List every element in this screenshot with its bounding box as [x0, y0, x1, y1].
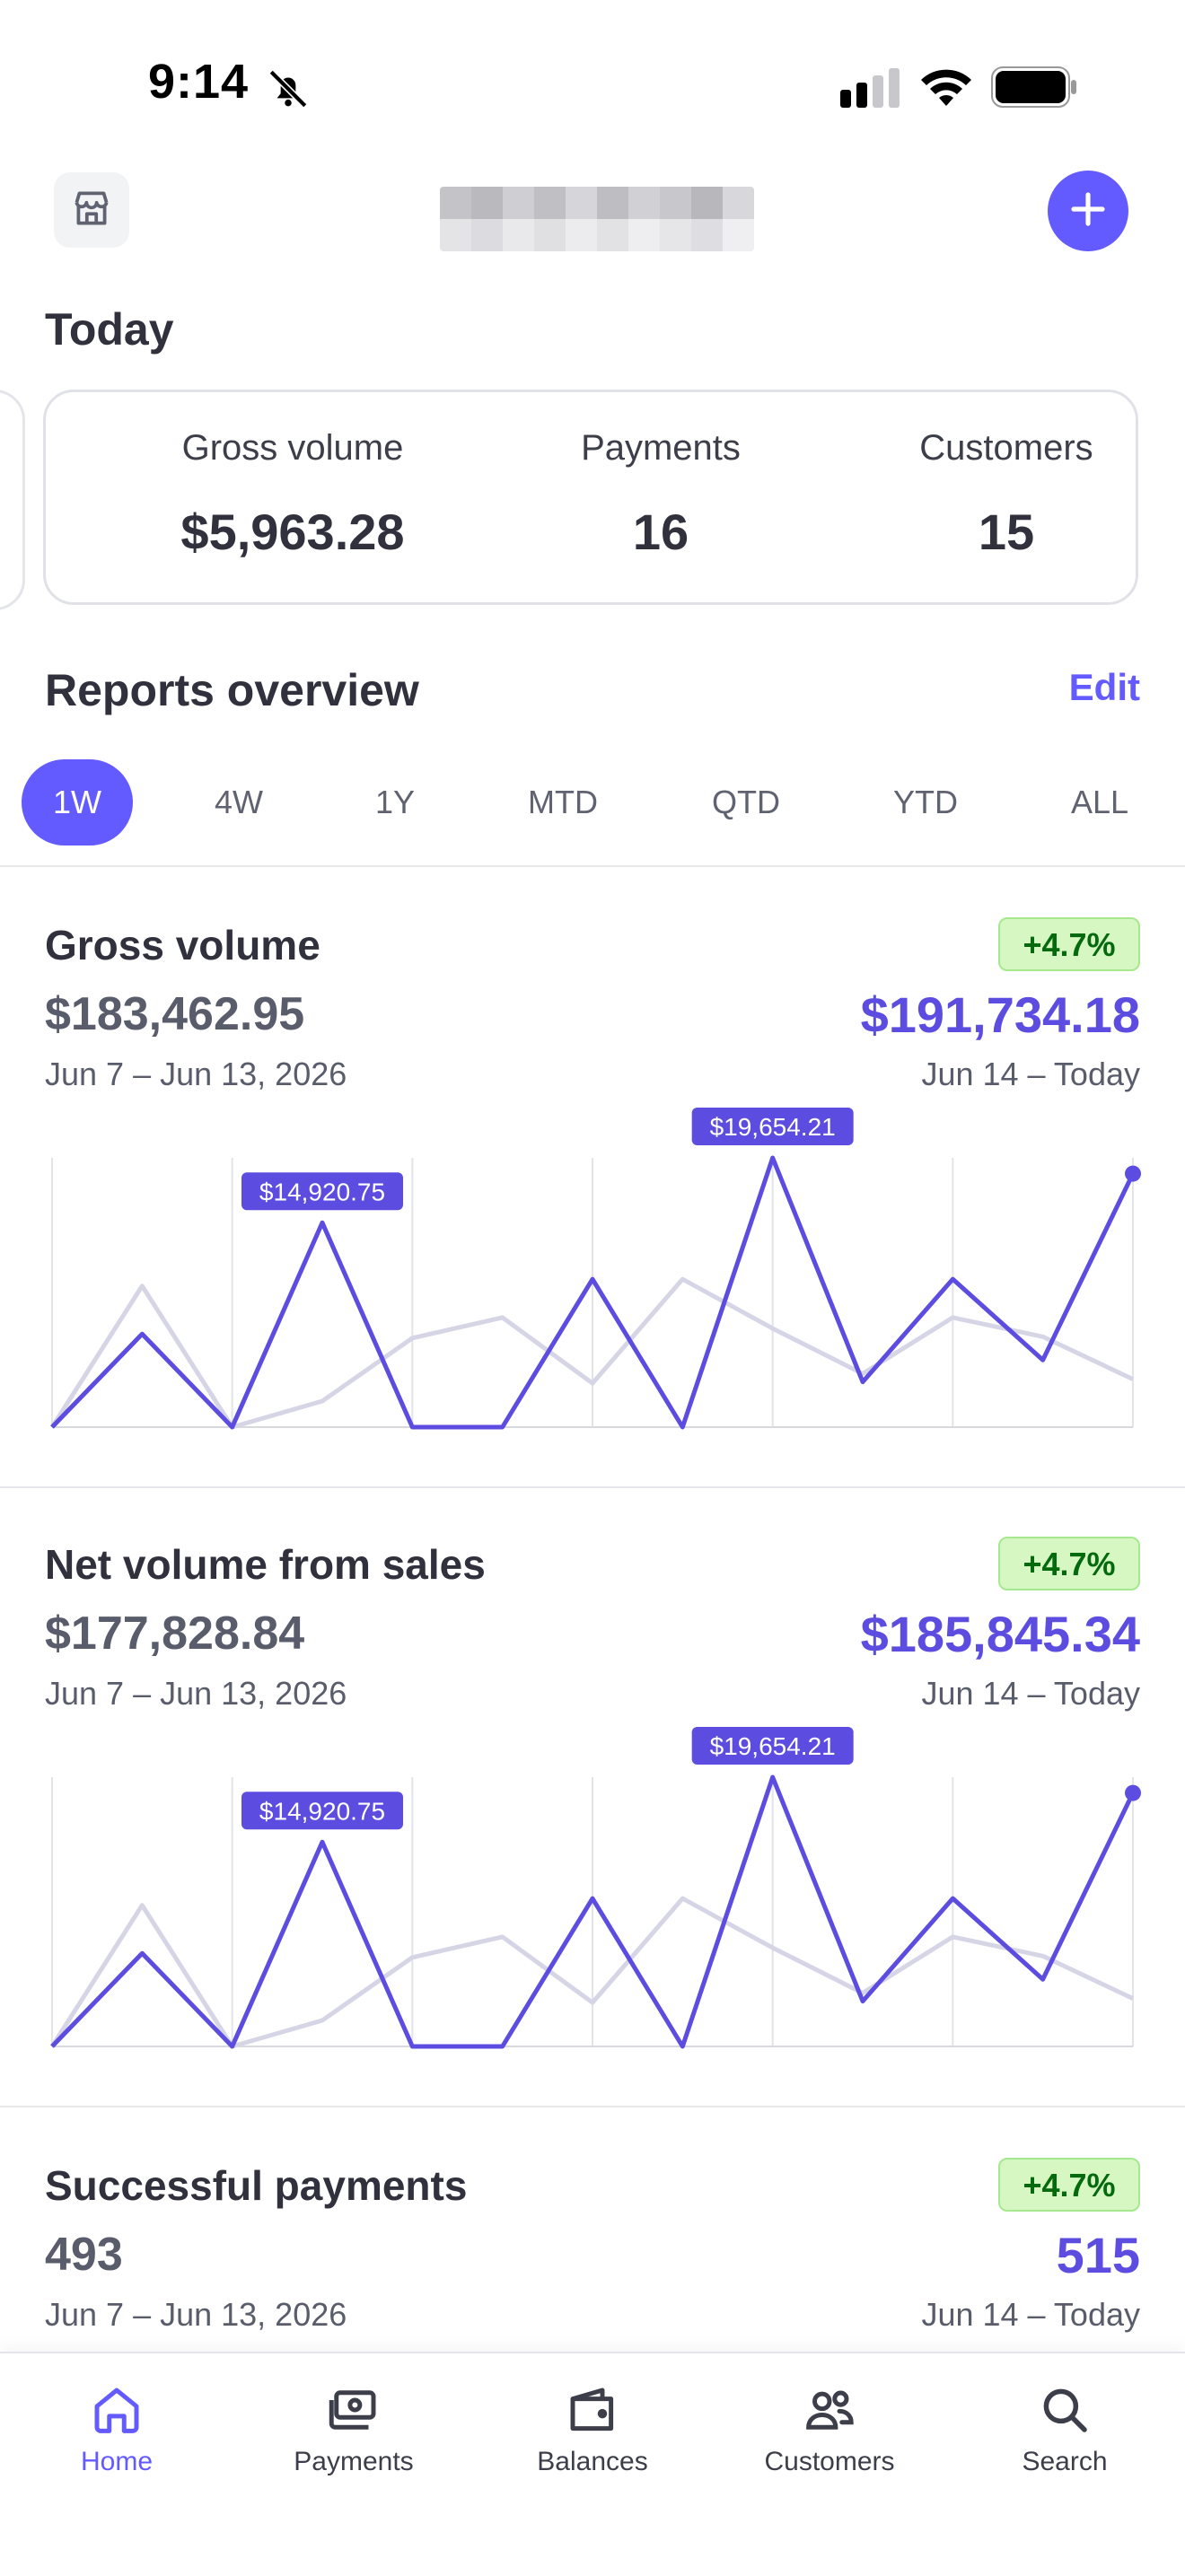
metric-value: 15 — [978, 504, 1035, 560]
bell-muted-icon — [266, 66, 311, 116]
edit-reports-link[interactable]: Edit — [1068, 666, 1140, 708]
nav-payments[interactable]: Payments — [255, 2380, 452, 2477]
store-switcher-button[interactable] — [54, 172, 129, 248]
metric-gross-volume: Gross volume $5,963.28 — [100, 428, 486, 561]
current-period-value: $191,734.18 — [860, 986, 1140, 1043]
status-time: 9:14 — [148, 55, 250, 109]
divider — [0, 865, 1185, 867]
search-icon — [966, 2380, 1163, 2440]
wallet-icon — [494, 2380, 691, 2440]
tooltip-box — [241, 1172, 403, 1211]
current-period-value: $185,845.34 — [860, 1606, 1140, 1662]
previous-card-edge[interactable] — [0, 390, 25, 610]
net-volume-card-title[interactable]: Net volume from sales — [45, 1541, 486, 1588]
metric-label: Payments — [581, 428, 741, 468]
divider — [0, 2106, 1185, 2107]
current-period-range: Jun 14 – Today — [921, 2296, 1140, 2333]
previous-period-value: $183,462.95 — [45, 988, 305, 1040]
tab-4w[interactable]: 4W — [215, 784, 263, 820]
current-point — [1125, 1784, 1141, 1801]
current-period-line — [50, 1155, 1136, 1430]
nav-label: Home — [80, 2447, 154, 2476]
previous-period-value: $177,828.84 — [45, 1608, 305, 1660]
previous-period-value: 493 — [45, 2229, 123, 2281]
current-period-range: Jun 14 – Today — [921, 1056, 1140, 1092]
nav-label: Payments — [294, 2447, 414, 2476]
current-period-value: 515 — [1056, 2227, 1140, 2283]
previous-period-range: Jun 7 – Jun 13, 2026 — [45, 2296, 347, 2333]
current-period-line — [50, 1774, 1136, 2049]
nav-label: Search — [1022, 2447, 1108, 2476]
wifi-icon — [919, 66, 973, 112]
previous-period-range: Jun 7 – Jun 13, 2026 — [45, 1675, 347, 1712]
previous-period-range: Jun 7 – Jun 13, 2026 — [45, 1056, 347, 1092]
tab-all[interactable]: ALL — [1070, 784, 1129, 820]
change-badge: +4.7% — [998, 1537, 1140, 1590]
metric-value: 16 — [632, 504, 689, 560]
tooltip-label: $14,920.75 — [259, 1797, 385, 1825]
tab-qtd[interactable]: QTD — [712, 784, 780, 820]
store-icon — [69, 186, 114, 235]
nav-balances[interactable]: Balances — [494, 2380, 691, 2477]
home-icon — [18, 2380, 215, 2440]
tab-ytd[interactable]: YTD — [893, 784, 958, 820]
tab-mtd[interactable]: MTD — [528, 784, 598, 820]
nav-home[interactable]: Home — [18, 2380, 215, 2477]
current-point — [1125, 1165, 1141, 1182]
successful-payments-card-title[interactable]: Successful payments — [45, 2162, 468, 2209]
tab-1y[interactable]: 1Y — [374, 784, 416, 820]
nav-label: Balances — [537, 2447, 648, 2476]
tab-1w[interactable]: 1W — [22, 759, 133, 846]
tooltip-label: $19,654.21 — [710, 1113, 836, 1141]
metric-label: Customers — [919, 428, 1093, 468]
tooltip-box — [691, 1727, 854, 1765]
period-tabs: 1W 4W 1Y MTD QTD YTD ALL — [0, 759, 1185, 846]
tooltip-box — [241, 1792, 403, 1830]
today-title: Today — [45, 304, 174, 355]
metric-value: $5,963.28 — [180, 504, 405, 560]
gross-volume-card-title[interactable]: Gross volume — [45, 922, 320, 968]
divider — [0, 1486, 1185, 1488]
plus-icon — [1066, 188, 1110, 235]
tooltip-label: $19,654.21 — [710, 1732, 836, 1760]
nav-search[interactable]: Search — [966, 2380, 1163, 2477]
change-badge: +4.7% — [998, 917, 1140, 971]
net-volume-chart[interactable]: $14,920.75 $19,654.21 — [0, 1723, 1185, 2064]
nav-label: Customers — [764, 2447, 895, 2476]
metric-label: Gross volume — [181, 428, 404, 468]
payments-icon — [255, 2380, 452, 2440]
reports-title: Reports overview — [45, 665, 419, 715]
current-period-range: Jun 14 – Today — [921, 1675, 1140, 1712]
account-name-blurred — [440, 187, 754, 251]
metric-payments: Payments 16 — [495, 428, 827, 561]
nav-customers[interactable]: Customers — [731, 2380, 928, 2477]
add-button[interactable] — [1048, 171, 1128, 251]
cellular-signal-icon — [840, 68, 900, 112]
bottom-tab-bar: Home Payments Balances Customers Search — [0, 2352, 1185, 2576]
tooltip-box — [691, 1108, 854, 1145]
change-badge: +4.7% — [998, 2158, 1140, 2212]
customers-icon — [731, 2380, 928, 2440]
gross-volume-chart[interactable]: $14,920.75 $19,654.21 — [0, 1104, 1185, 1445]
battery-icon — [991, 66, 1077, 112]
today-summary-card[interactable]: Gross volume $5,963.28 Payments 16 Custo… — [43, 390, 1138, 605]
metric-customers: Customers 15 — [836, 428, 1177, 561]
tooltip-label: $14,920.75 — [259, 1178, 385, 1205]
